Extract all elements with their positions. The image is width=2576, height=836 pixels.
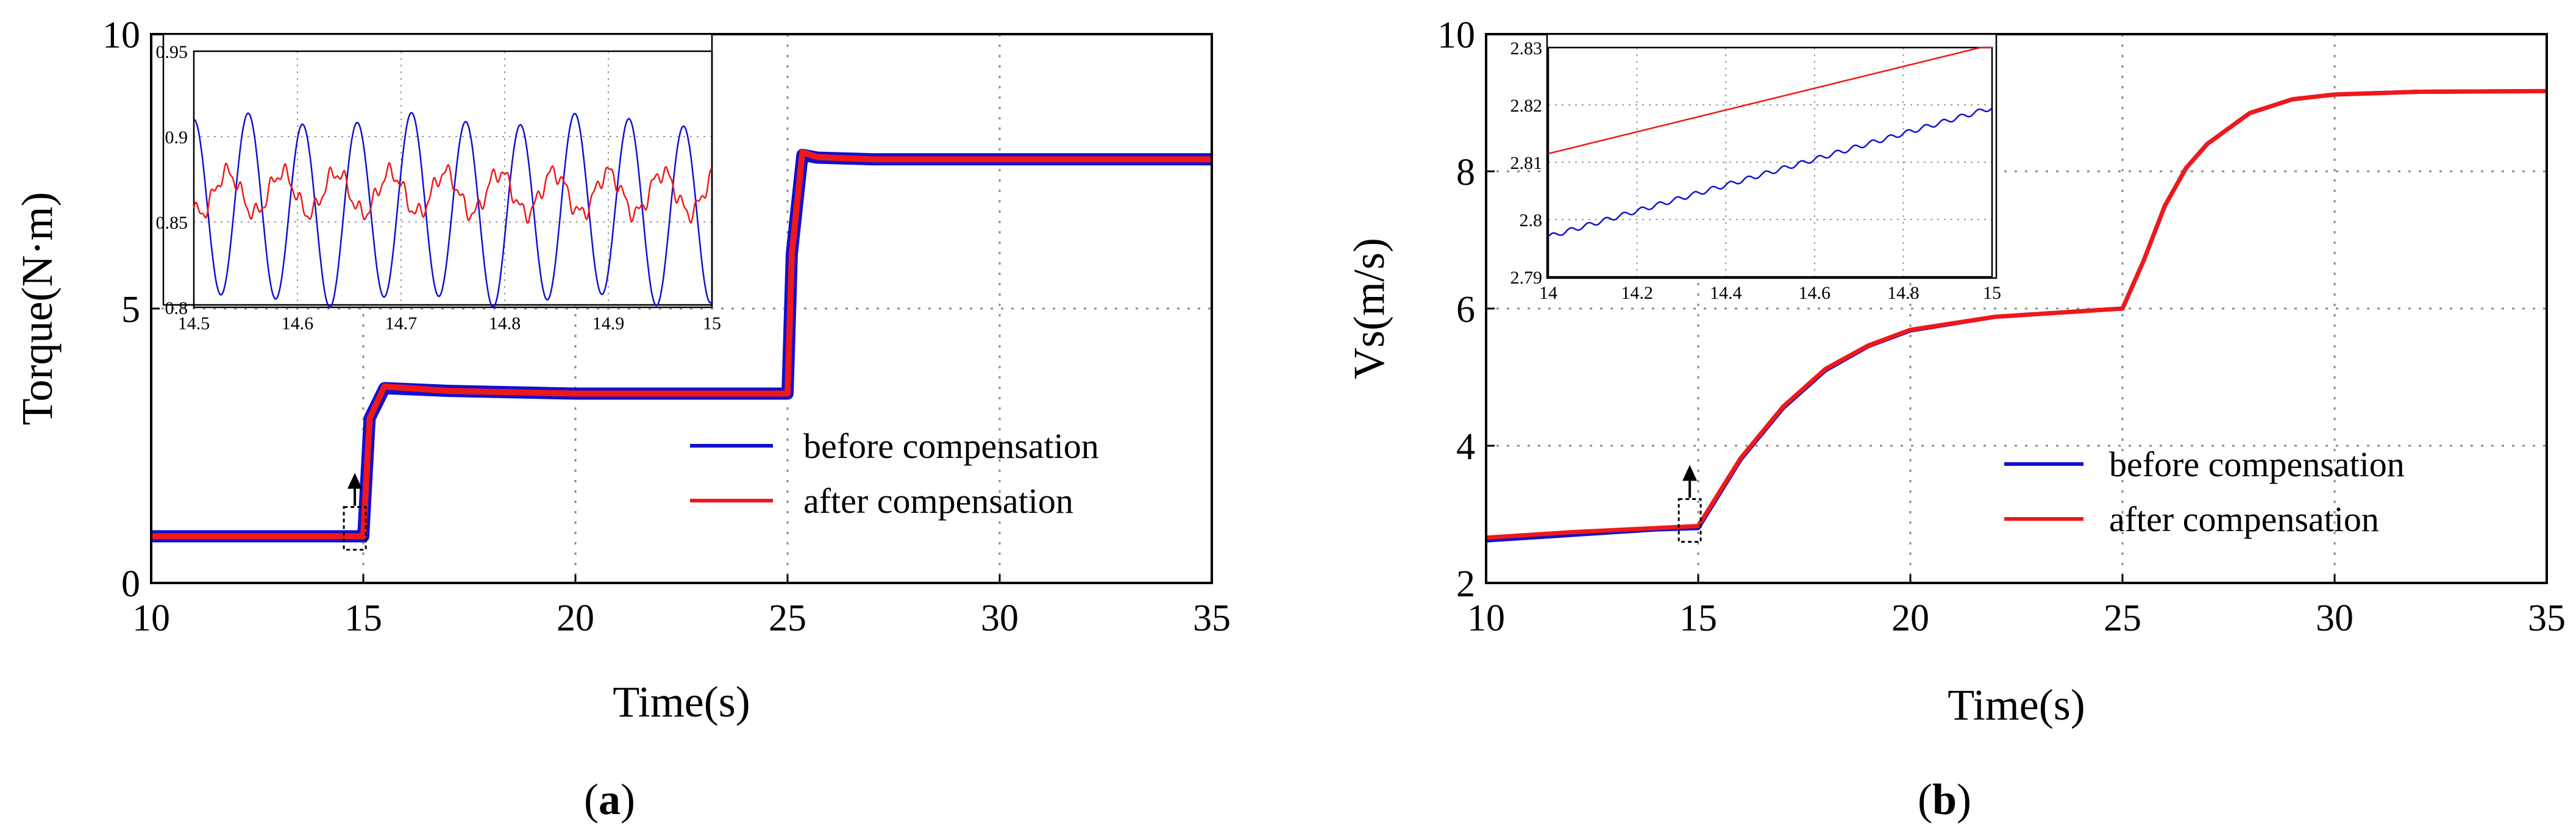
inset-y-tick-label: 0.8 <box>165 298 188 318</box>
inset-x-tick-label: 14.8 <box>1887 283 1920 303</box>
y-tick-label: 8 <box>1456 152 1475 193</box>
x-tick-label: 10 <box>1467 598 1505 639</box>
y-tick-label: 2 <box>1456 563 1475 605</box>
y-tick-label: 5 <box>121 289 140 330</box>
x-tick-label: 20 <box>557 598 594 639</box>
caption-b: (b) <box>1918 775 1971 824</box>
inset-y-tick-label: 2.82 <box>1510 96 1543 116</box>
x-tick-label: 15 <box>1679 598 1717 639</box>
zoom-marker-velocity <box>1678 465 1702 543</box>
inset-y-tick-label: 2.83 <box>1510 38 1543 59</box>
inset-y-tick-label: 0.95 <box>156 42 188 62</box>
series-line-after-torque <box>151 149 1212 540</box>
zoom-arrow-head <box>1682 465 1698 481</box>
x-tick-label: 25 <box>769 598 806 639</box>
y-tick-label: 6 <box>1456 289 1475 330</box>
legend-label-after-torque: after compensation <box>803 481 1073 521</box>
inset-series-after-velocity <box>1548 46 1992 155</box>
zoom-arrow-head <box>347 473 363 489</box>
chart-torque: 14.5 14.6 14.7 14.8 14.9 150.80.850.90.95 10 1… <box>13 15 1231 824</box>
inset-x-tick-label: 14.8 <box>489 313 521 334</box>
y-tick-label: 10 <box>102 15 140 56</box>
series-velocity <box>1485 88 2547 543</box>
x-tick-label: 20 <box>1891 598 1929 639</box>
x-tick-label: 25 <box>2104 598 2141 639</box>
inset-series-before-torque <box>193 112 713 308</box>
chart-velocity: 14 14.2 14.4 14.6 14.8 152.792.82.812.822.83 … <box>1345 15 2566 824</box>
inset-x-tick-label: 14.6 <box>282 313 314 334</box>
inset-series-before-velocity <box>1548 107 1993 238</box>
inset-x-tick-label: 14.4 <box>1710 283 1742 303</box>
legend-label-after-velocity: after compensation <box>2109 499 2379 539</box>
inset-x-tick-label: 15 <box>1983 283 2001 303</box>
x-tick-label: 30 <box>981 598 1019 639</box>
inset-y-tick-label: 2.81 <box>1510 153 1543 173</box>
legend-label-before-torque: before compensation <box>803 426 1099 466</box>
x-tick-label: 30 <box>2316 598 2354 639</box>
inset-axes-box <box>1547 46 1993 278</box>
inset-x-tick-label: 14 <box>1539 283 1557 303</box>
inset-frame-velocity <box>1546 33 1998 279</box>
inset-y-tick-label: 2.79 <box>1510 268 1543 288</box>
inset-y-tick-label: 0.85 <box>156 213 188 233</box>
x-tick-label: 15 <box>344 598 382 639</box>
inset-x-tick-label: 14.9 <box>592 313 625 334</box>
zoom-box <box>343 506 367 551</box>
inset-x-tick-label: 14.6 <box>1799 283 1831 303</box>
x-tick-label: 35 <box>2528 598 2566 639</box>
y-axis-label-velocity: Vs(m/s) <box>1345 238 1393 379</box>
x-tick-label: 35 <box>1193 598 1231 639</box>
zoom-marker-torque <box>343 473 367 551</box>
y-tick-label: 0 <box>121 563 140 605</box>
inset-frame-torque <box>162 33 713 306</box>
inset-series-after-torque <box>193 162 713 224</box>
inset-x-tick-label: 15 <box>703 313 721 334</box>
series-line-after-velocity <box>1485 88 2547 540</box>
inset-velocity: 14 14.2 14.4 14.6 14.8 15 2.79 2.8 2.81 2.82 2.83 <box>1510 38 2002 303</box>
ticks-velocity: 10 15 20 25 30 35 2 4 6 8 10 <box>1437 15 2566 639</box>
x-tick-label: 10 <box>132 598 170 639</box>
caption-a: (a) <box>584 775 635 824</box>
y-tick-label: 4 <box>1456 426 1475 468</box>
inset-y-tick-label: 2.8 <box>1520 210 1543 230</box>
y-tick-label: 10 <box>1437 15 1475 56</box>
inset-x-tick-label: 14.2 <box>1621 283 1653 303</box>
inset-torque: 14.5 14.6 14.7 14.8 14.9 15 0.8 0.85 0.9 0.95 <box>156 42 722 334</box>
x-axis-label-velocity: Time(s) <box>1948 681 2085 729</box>
x-axis-label-torque: Time(s) <box>613 677 750 726</box>
ticks-torque: 10 15 20 25 30 35 0 5 10 <box>102 15 1231 639</box>
series-torque <box>151 149 1212 543</box>
inset-y-tick-label: 0.9 <box>165 127 188 148</box>
y-axis-label-torque: Torque(N·m) <box>13 192 62 426</box>
inset-axes-box <box>193 50 713 309</box>
zoom-box <box>1678 498 1702 543</box>
inset-x-tick-label: 14.5 <box>178 313 210 334</box>
inset-x-tick-label: 14.7 <box>385 313 418 334</box>
legend-label-before-velocity: before compensation <box>2109 445 2405 484</box>
